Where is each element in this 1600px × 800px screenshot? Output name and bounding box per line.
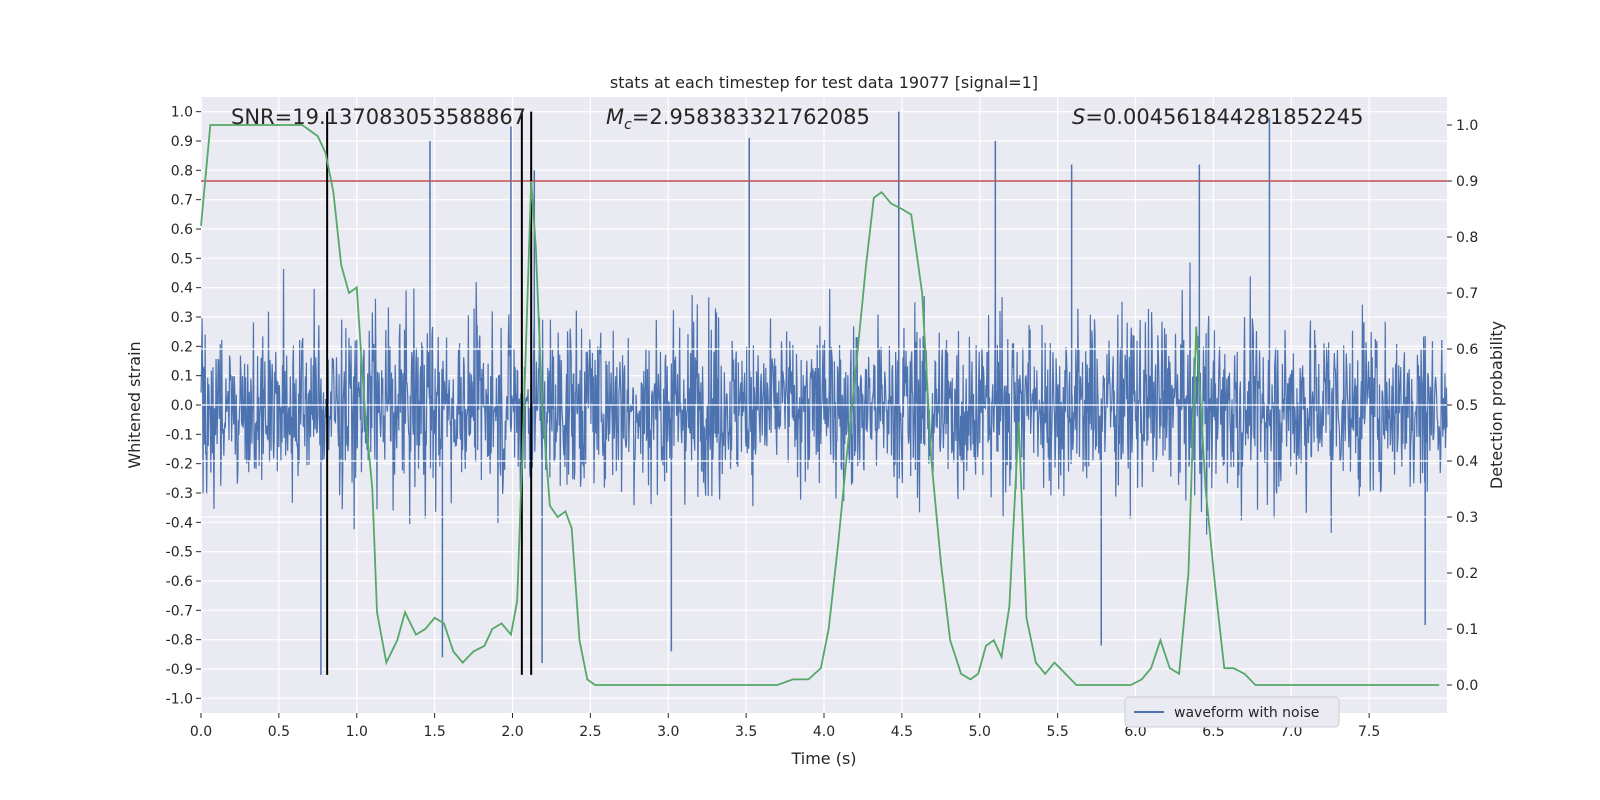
chart-title: stats at each timestep for test data 190… [610,73,1038,92]
x-tick-label: 6.5 [1202,724,1224,740]
y-right-tick-label: 0.5 [1456,398,1478,414]
y-right-tick-label: 0.4 [1456,454,1478,470]
legend-label-waveform: waveform with noise [1174,705,1319,721]
axes-layer: 0.0 0.5 1.0 1.5 2.0 2.5 3.0 3.5 4.0 4.5 5.0 5.5 6.0 6… [166,105,1479,740]
y-right-tick-label: 0.3 [1456,510,1478,526]
y-left-tick-label: 0.0 [171,398,193,414]
s-symbol: S [1072,105,1085,129]
y-left-tick-label: 1.0 [171,105,193,121]
y-right-tick-label: 0.9 [1456,174,1478,190]
x-tick-label: 7.5 [1358,724,1380,740]
y-left-tick-label: -0.2 [166,457,193,473]
x-tick-label: 4.0 [813,724,835,740]
y-left-tick-label: -0.6 [166,574,193,590]
y-right-tick-label: 0.0 [1456,678,1478,694]
x-tick-label: 6.0 [1124,724,1146,740]
y-left-tick-label: 0.2 [171,339,193,355]
y-left-tick-label: -0.7 [166,603,193,619]
y-left-tick-label: -0.8 [166,633,193,649]
chirp-mass-subscript: c [624,117,632,133]
y-left-tick-label: -0.1 [166,427,193,443]
y-axis-label-right: Detection probability [1487,321,1506,489]
x-tick-label: 3.0 [657,724,679,740]
snr-annotation: SNR=19.137083053588867 [231,105,526,129]
s-value: =0.004561844281852245 [1085,105,1363,129]
x-axis-label: Time (s) [790,749,856,768]
y-left-tick-label: -0.3 [166,486,193,502]
legend: waveform with noise [1124,696,1340,728]
x-tick-label: 5.0 [969,724,991,740]
y-left-tick-label: 0.8 [171,163,193,179]
x-tick-label: 2.0 [501,724,523,740]
y-left-tick-label: 0.3 [171,310,193,326]
chirp-mass-value: =2.958383321762085 [632,105,870,129]
chirp-mass-symbol: M [606,105,624,129]
x-tick-label: 0.0 [190,724,212,740]
y-left-tick-label: 0.4 [171,281,193,297]
y-left-tick-label: 0.1 [171,369,193,385]
y-left-tick-label: -0.9 [166,662,193,678]
y-left-tick-label: 0.6 [171,222,193,238]
y-right-tick-label: 0.8 [1456,230,1478,246]
s-annotation: S=0.004561844281852245 [1072,105,1363,129]
y-left-tick-label: 0.9 [171,134,193,150]
y-right-tick-label: 0.2 [1456,566,1478,582]
y-right-tick-label: 0.7 [1456,286,1478,302]
x-tick-label: 5.5 [1046,724,1068,740]
x-tick-label: 4.5 [891,724,913,740]
y-right-tick-label: 0.1 [1456,622,1478,638]
y-left-tick-label: 0.5 [171,251,193,267]
x-tick-label: 0.5 [268,724,290,740]
y-right-tick-label: 0.6 [1456,342,1478,358]
y-axis-label-left: Whitened strain [125,341,144,468]
x-tick-label: 3.5 [735,724,757,740]
legend-box [1124,696,1340,728]
chirp-mass-annotation: Mc=2.958383321762085 [606,105,870,133]
overlay-layer [200,111,1447,686]
y-left-tick-label: -0.4 [166,515,193,531]
y-left-tick-label: -0.5 [166,545,193,561]
detection-probability-series [200,124,1440,686]
y-left-tick-label: 0.7 [171,193,193,209]
x-tick-label: 1.5 [423,724,445,740]
y-right-tick-label: 1.0 [1456,118,1478,134]
x-tick-label: 7.0 [1280,724,1302,740]
x-tick-label: 2.5 [579,724,601,740]
waveform-noise-series [200,262,1448,535]
y-left-tick-label: -1.0 [166,691,193,707]
x-tick-label: 1.0 [346,724,368,740]
